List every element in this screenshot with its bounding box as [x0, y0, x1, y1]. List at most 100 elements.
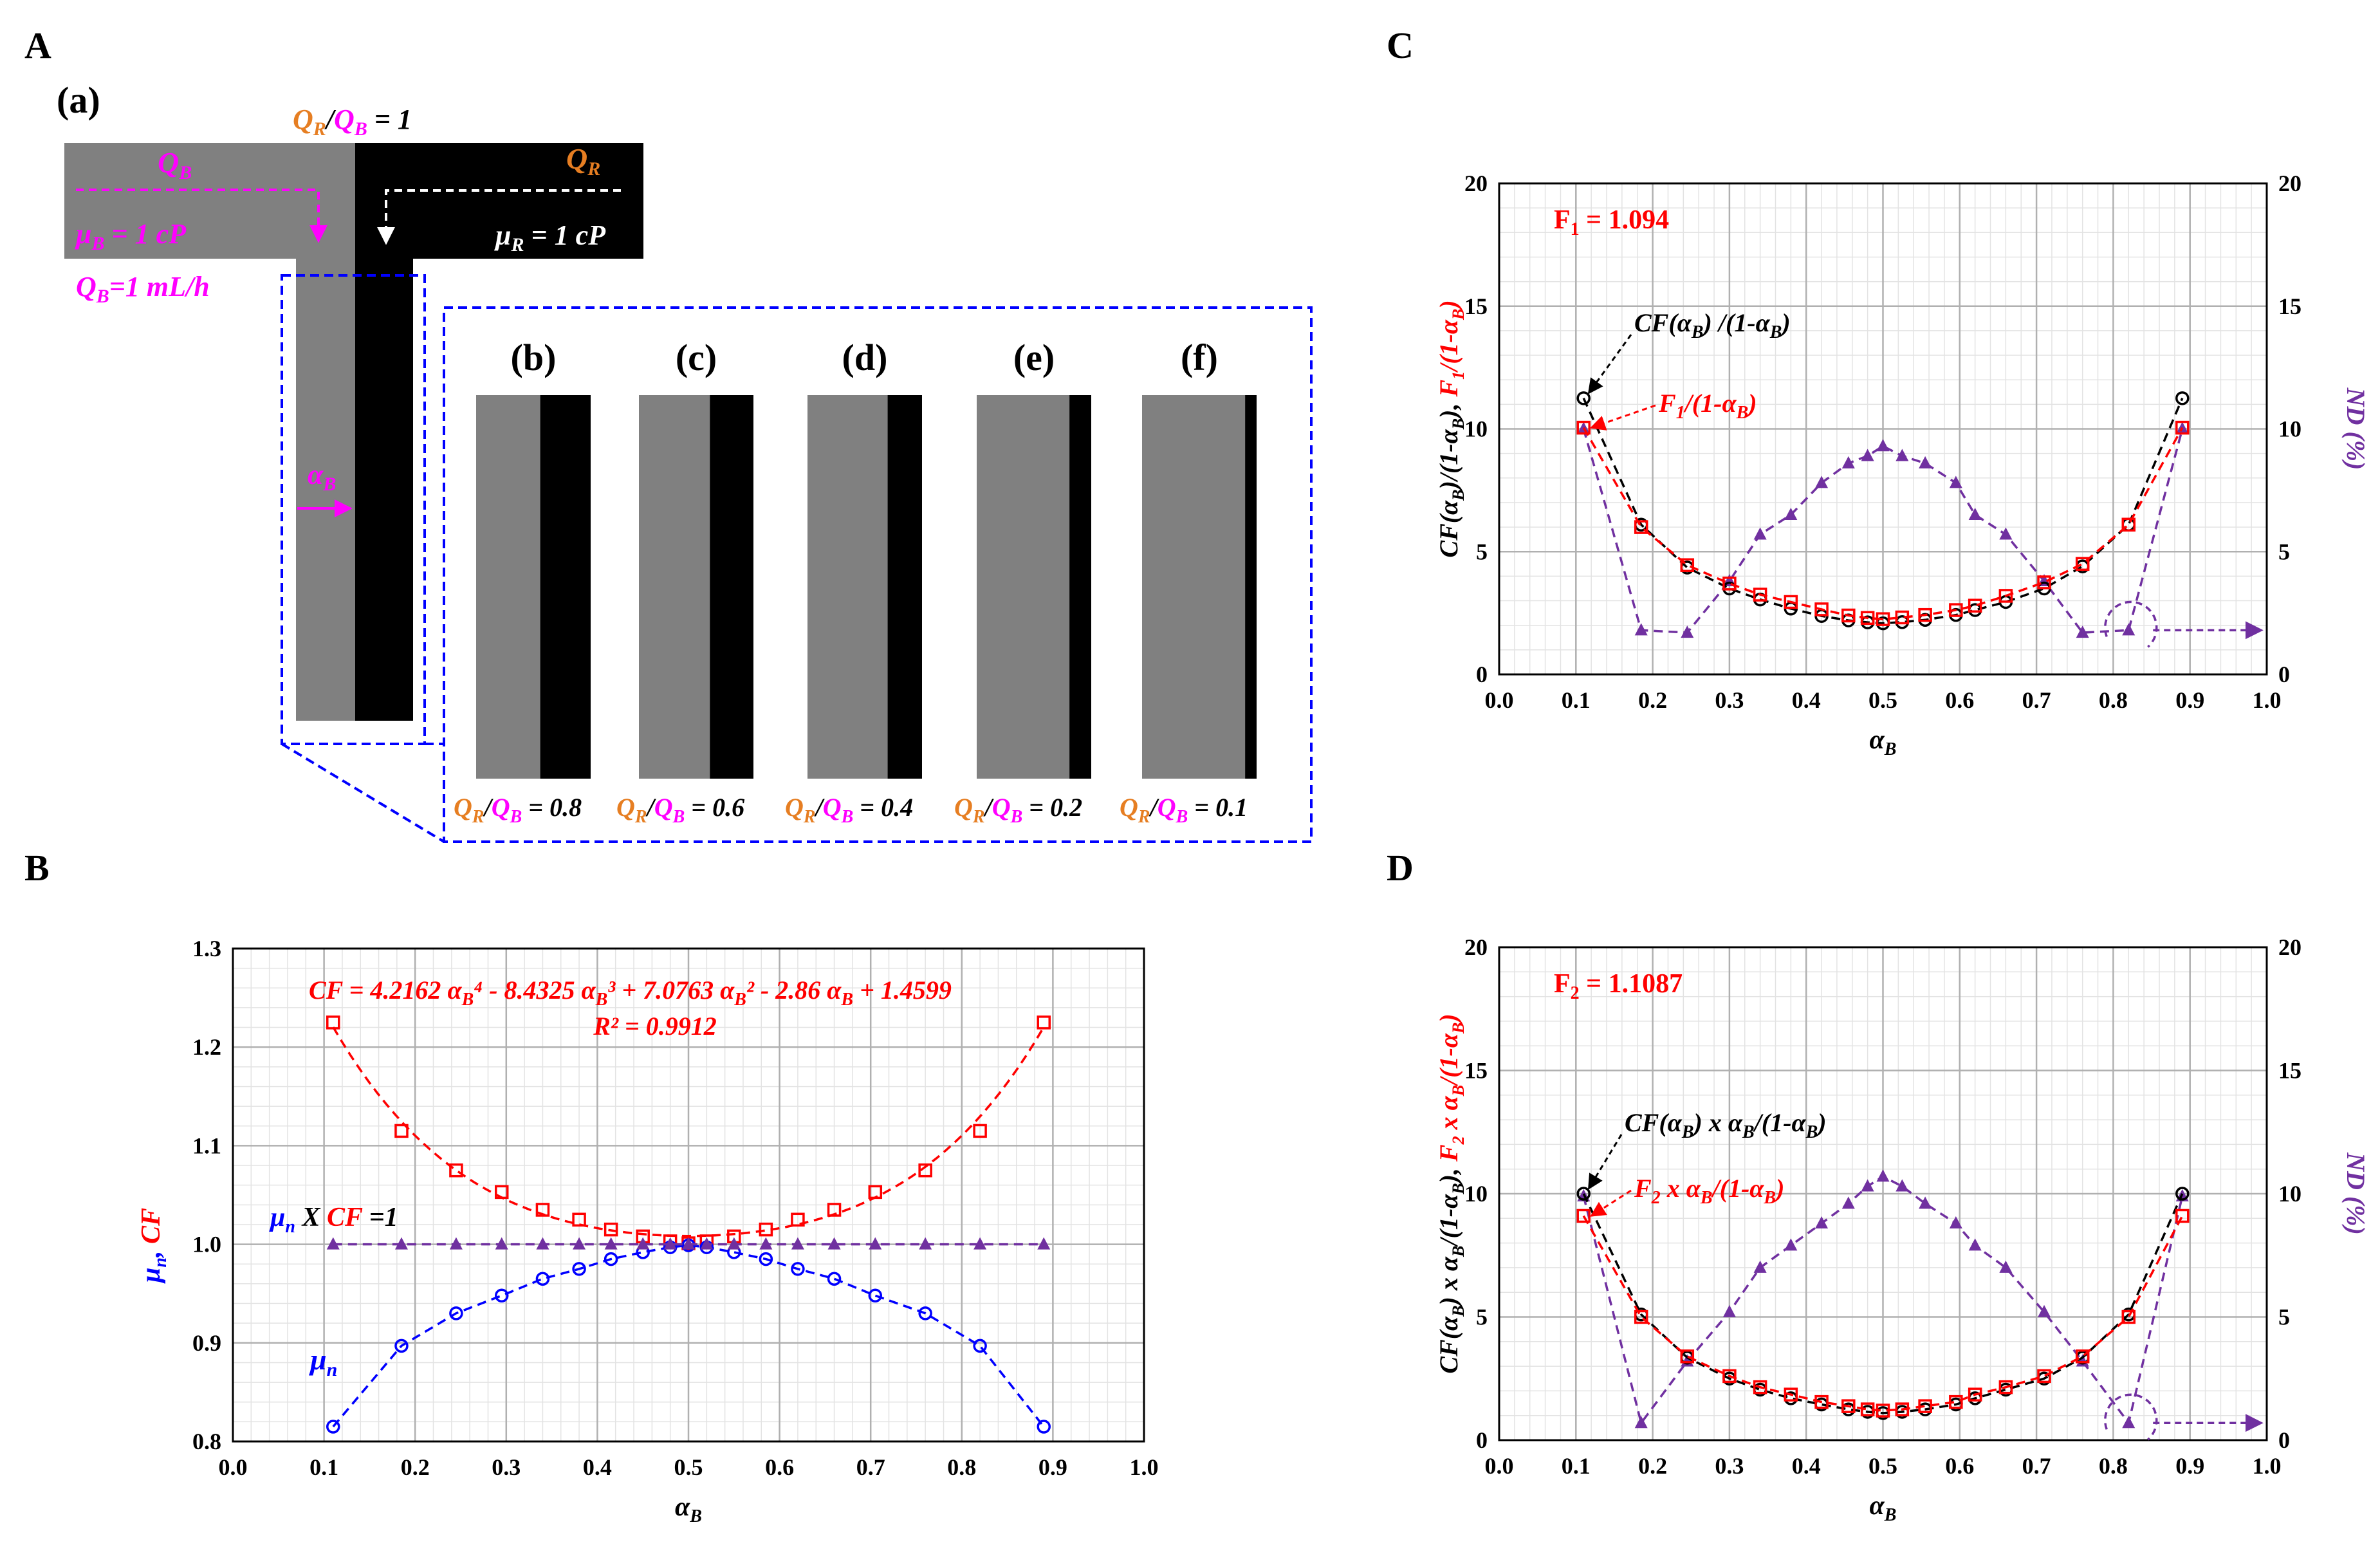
x-tick-label: 0.5 [674, 1454, 703, 1480]
f-ratio-point [1918, 607, 1932, 622]
cf-point [827, 1203, 842, 1217]
x-tick-label: 0.3 [1715, 1453, 1744, 1479]
subscript: B [1449, 1183, 1468, 1194]
mu-cf-product-point [973, 1237, 987, 1250]
secondary-axis-circle [2104, 1393, 2158, 1441]
text-span: ), [1434, 1162, 1463, 1185]
nd-point [1841, 1196, 1855, 1209]
y-tick-label: 20 [1464, 934, 1488, 960]
text-span: /(1- [1434, 334, 1463, 373]
x-tick-label: 0.5 [1868, 687, 1897, 713]
text-span: α [1434, 1095, 1463, 1110]
y2-tick-label: 5 [2278, 1304, 2290, 1330]
inset-black [710, 395, 753, 779]
subscript: B [1449, 309, 1468, 320]
ratio-q2: Q [1158, 793, 1176, 822]
text-span: CF( [1434, 513, 1463, 557]
inset-label: (e) [1013, 337, 1055, 378]
text-span: F [1634, 1174, 1652, 1203]
mu-cf-product-point [604, 1237, 618, 1250]
ratio-s2: B [1010, 807, 1023, 827]
mu-n-point [1037, 1420, 1051, 1434]
text-span: ) [1434, 300, 1463, 310]
y-axis-label: μn, CF [136, 1208, 171, 1284]
inset-ratio: QR/QB = 0.2 [954, 793, 1082, 827]
f-ratio-point [1949, 603, 1963, 617]
schematic: (a) QR/QB = 1 QB QR μB = 1 cP μR = 1 cP … [57, 79, 1313, 843]
subscript: B [840, 990, 853, 1010]
x-tick-label: 0.8 [2099, 687, 2128, 713]
y-tick-label: 0 [1476, 1427, 1488, 1453]
qb-rate-label: QB=1 mL/h [76, 271, 210, 307]
text-span: + 1.4599 [853, 976, 952, 1005]
text-span: )/(1- [1434, 443, 1463, 491]
x-tick-label: 0.7 [2022, 687, 2051, 713]
ratio-value: 0.8 [549, 793, 582, 822]
y-axis-black: CF(αB) x αB/(1-αB), [1434, 1162, 1468, 1374]
zoom-box-large [443, 306, 1313, 843]
f-ratio-point [1998, 589, 2013, 603]
f-ratio-point [1876, 1403, 1890, 1418]
mu-cf-product-point [727, 1237, 741, 1250]
f-ratio-point [1680, 1349, 1695, 1364]
text-span: α [1668, 1108, 1683, 1137]
x-tick-label: 0.9 [2175, 1453, 2204, 1479]
text-span: α [1434, 1194, 1463, 1209]
nd-point [1815, 1216, 1829, 1228]
qr-label: QR [566, 142, 600, 180]
secondary-axis-circle [2104, 600, 2158, 648]
x-axis-alpha: α [675, 1492, 690, 1522]
ratio-value: 0.1 [1215, 793, 1248, 822]
y-axis-label: CF(αB)/(1-αB), F1/(1-αB) [1434, 300, 1468, 557]
ratio-s1: R [472, 807, 484, 827]
inset-label: (c) [676, 337, 717, 378]
subscript: B [1691, 322, 1704, 342]
inset-black [1069, 395, 1091, 779]
y-axis-label: CF(αB) x αB/(1-αB), F2 x αB/(1-αB) [1434, 1014, 1468, 1373]
f-ratio-point [2075, 1349, 2090, 1364]
x-tick-label: 0.9 [2175, 687, 2204, 713]
channel-grey-main [296, 259, 355, 721]
text-span: α [1756, 308, 1771, 337]
y2-tick-label: 20 [2278, 934, 2302, 960]
nd-point [1861, 1179, 1874, 1192]
text-span: /(1- [1434, 1209, 1463, 1248]
y-axis-red: F1/(1-αB) [1434, 300, 1468, 397]
text-span: α [1722, 389, 1737, 418]
zoom-connector-1 [281, 743, 445, 843]
text-span: CF = 4.2162 [309, 976, 447, 1005]
subscript: B [595, 990, 608, 1010]
f-ratio-point [1576, 420, 1591, 435]
cf-point [449, 1163, 463, 1178]
x-tick-label: 0.0 [219, 1454, 248, 1480]
mu-n-point [494, 1288, 509, 1303]
factor-label: F1 = 1.094 [1554, 205, 1669, 239]
f-ratio-point [1841, 1399, 1856, 1413]
x-axis-sub: B [689, 1506, 702, 1526]
x-tick-label: 0.2 [1638, 687, 1667, 713]
text-span: α [1749, 1174, 1764, 1203]
lp-sub: n [285, 1217, 295, 1237]
annot-black: CF(αB) /(1-αB) [1634, 308, 1791, 342]
x-tick-label: 0.3 [492, 1454, 521, 1480]
plot-frame [1498, 946, 2268, 1441]
ratio-q2: Q [992, 793, 1011, 822]
x-axis-alpha: α [1870, 725, 1885, 755]
x-tick-label: 0.9 [1038, 1454, 1067, 1480]
subscript: B [1449, 489, 1468, 501]
ratio-q1: Q [616, 793, 635, 822]
nd-point [1876, 1169, 1890, 1182]
mu-cf-product-point [449, 1237, 463, 1250]
text-span: ) [1434, 1014, 1463, 1024]
y-axis-black: CF(αB)/(1-αB), [1434, 397, 1468, 558]
text-span: /(1- [1753, 1108, 1792, 1137]
y2-tick-label: 10 [2278, 1181, 2302, 1207]
inset-label: (f) [1181, 337, 1218, 378]
ratio-slash: / [483, 793, 494, 822]
x-tick-label: 0.2 [401, 1454, 430, 1480]
f-ratio-point [1949, 1394, 1963, 1409]
nd-point [1968, 1238, 1982, 1251]
text-span: ² - 2.86 [746, 976, 827, 1005]
y-tick-label: 10 [1464, 1181, 1488, 1207]
text-span: F [1434, 1144, 1463, 1162]
